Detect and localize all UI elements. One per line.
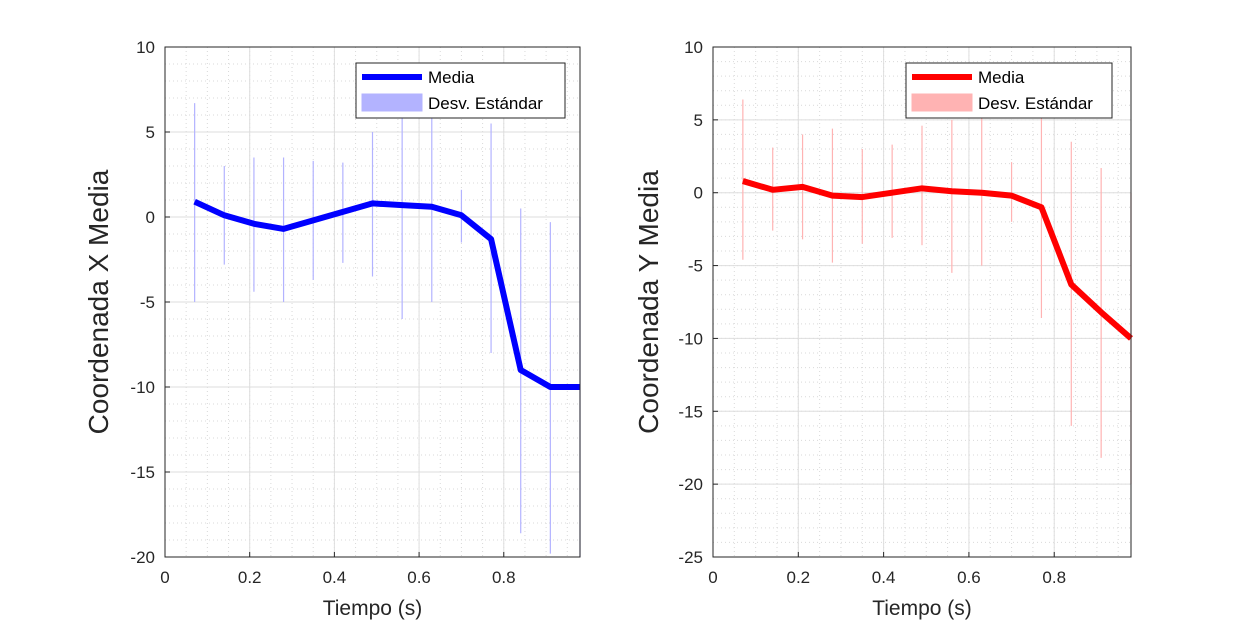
x-ticks: 0 0.2 0.4 0.6 0.8: [160, 552, 516, 587]
mean-line: [193, 198, 580, 390]
x-ticks: 0 0.2 0.4 0.6 0.8: [708, 552, 1066, 587]
plot-area: [713, 47, 1131, 557]
y-tick-label: 0: [694, 184, 703, 203]
y-tick-label: -25: [678, 548, 703, 567]
legend-label-std: Desv. Estándar: [978, 94, 1093, 113]
legend-swatch-std: [361, 93, 423, 112]
x-tick-label: 0.8: [492, 568, 516, 587]
y-tick-label: -20: [678, 475, 703, 494]
y-tick-label: -20: [130, 548, 155, 567]
x-tick-label: 0.2: [786, 568, 810, 587]
y-axis-label: Coordenada X Media: [83, 169, 114, 434]
legend: Media Desv. Estándar: [905, 62, 1113, 119]
x-tick-label: 0: [160, 568, 169, 587]
chart-panel-y: 0 0.2 0.4 0.6 0.8 10 5 0 -5 -10 -15 -20 -25 Tiempo …: [633, 38, 1133, 620]
legend-label-std: Desv. Estándar: [428, 94, 543, 113]
legend-swatch-std: [911, 93, 973, 112]
y-tick-label: -15: [678, 402, 703, 421]
y-tick-label: 0: [146, 208, 155, 227]
chart-panel-x: 0 0.2 0.4 0.6 0.8 10 5 0 -5 -10 -15 -20 Tiempo (s)…: [83, 38, 581, 620]
y-tick-label: -5: [140, 293, 155, 312]
y-tick-label: 10: [684, 38, 703, 57]
x-axis-label: Tiempo (s): [323, 597, 423, 620]
x-tick-label: 0: [708, 568, 717, 587]
x-axis-label: Tiempo (s): [872, 597, 972, 620]
y-ticks: 10 5 0 -5 -10 -15 -20 -25: [678, 38, 718, 567]
y-axis-label: Coordenada Y Media: [633, 170, 664, 434]
y-tick-label: 5: [694, 111, 703, 130]
y-tick-label: -15: [130, 463, 155, 482]
legend: Media Desv. Estándar: [355, 62, 566, 119]
y-tick-label: -10: [130, 378, 155, 397]
y-tick-label: -10: [678, 329, 703, 348]
legend-label-mean: Media: [978, 68, 1025, 87]
y-tick-label: 10: [136, 38, 155, 57]
mean-line: [742, 178, 1133, 341]
x-tick-label: 0.2: [238, 568, 262, 587]
x-tick-label: 0.4: [323, 568, 347, 587]
plot-frame: [712, 46, 1132, 558]
legend-label-mean: Media: [428, 68, 475, 87]
y-tick-label: 5: [146, 123, 155, 142]
y-ticks: 10 5 0 -5 -10 -15 -20: [130, 38, 170, 567]
x-tick-label: 0.6: [407, 568, 431, 587]
y-tick-label: -5: [688, 257, 703, 276]
x-tick-label: 0.4: [872, 568, 896, 587]
x-tick-label: 0.8: [1042, 568, 1066, 587]
x-tick-label: 0.6: [957, 568, 981, 587]
